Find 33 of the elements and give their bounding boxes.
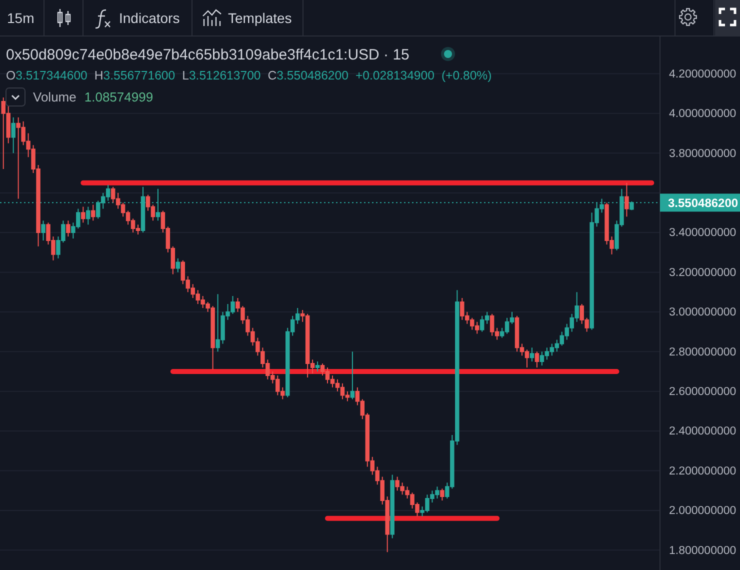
text: 15m [7, 10, 34, 26]
y-tick-label: 4.200000000 [669, 68, 736, 80]
candlestick [86, 206, 90, 226]
candlestick [81, 206, 86, 224]
candlestick [91, 204, 96, 222]
candlestick [440, 488, 444, 502]
candlestick [390, 474, 394, 539]
y-tick-label: 2.800000000 [669, 346, 736, 358]
candlestick [41, 220, 46, 241]
candlestick [11, 116, 16, 154]
y-tick-label: 2.600000000 [669, 386, 736, 398]
candlestick [176, 258, 180, 273]
text: O3.517344600 H3.556771600 L3.512613700 C3.550486200 +0.028134900 (+0.80%) [6, 68, 492, 82]
text: 0x50d809c74e0b8e49e7b4c65bb3109abe3ff4c1c1:USD · 15 [6, 46, 410, 64]
candlestick [315, 361, 320, 372]
candlestick [534, 351, 540, 368]
y-tick-label: 2.400000000 [669, 426, 736, 438]
annotation: Volume 1.08574999 [33, 90, 154, 105]
candlestick [350, 351, 355, 400]
y-tick-label: 3.000000000 [669, 306, 736, 319]
text: Templates [228, 10, 292, 26]
text: Indicators [119, 10, 180, 26]
y-tick-label: 2.200000000 [669, 465, 736, 478]
candlestick [624, 182, 629, 218]
candlestick [66, 220, 70, 237]
candlestick [530, 347, 534, 362]
y-tick-label: 3.800000000 [669, 148, 736, 160]
y-tick-label: 1.800000000 [669, 544, 736, 557]
y-tick-label: 4.000000000 [669, 108, 736, 120]
y-tick-label: 2.000000000 [669, 505, 736, 518]
ref-line-label: 3.550486200 [668, 196, 738, 210]
y-tick-label: 3.200000000 [669, 266, 736, 279]
y-tick-label: 3.400000000 [669, 227, 736, 240]
